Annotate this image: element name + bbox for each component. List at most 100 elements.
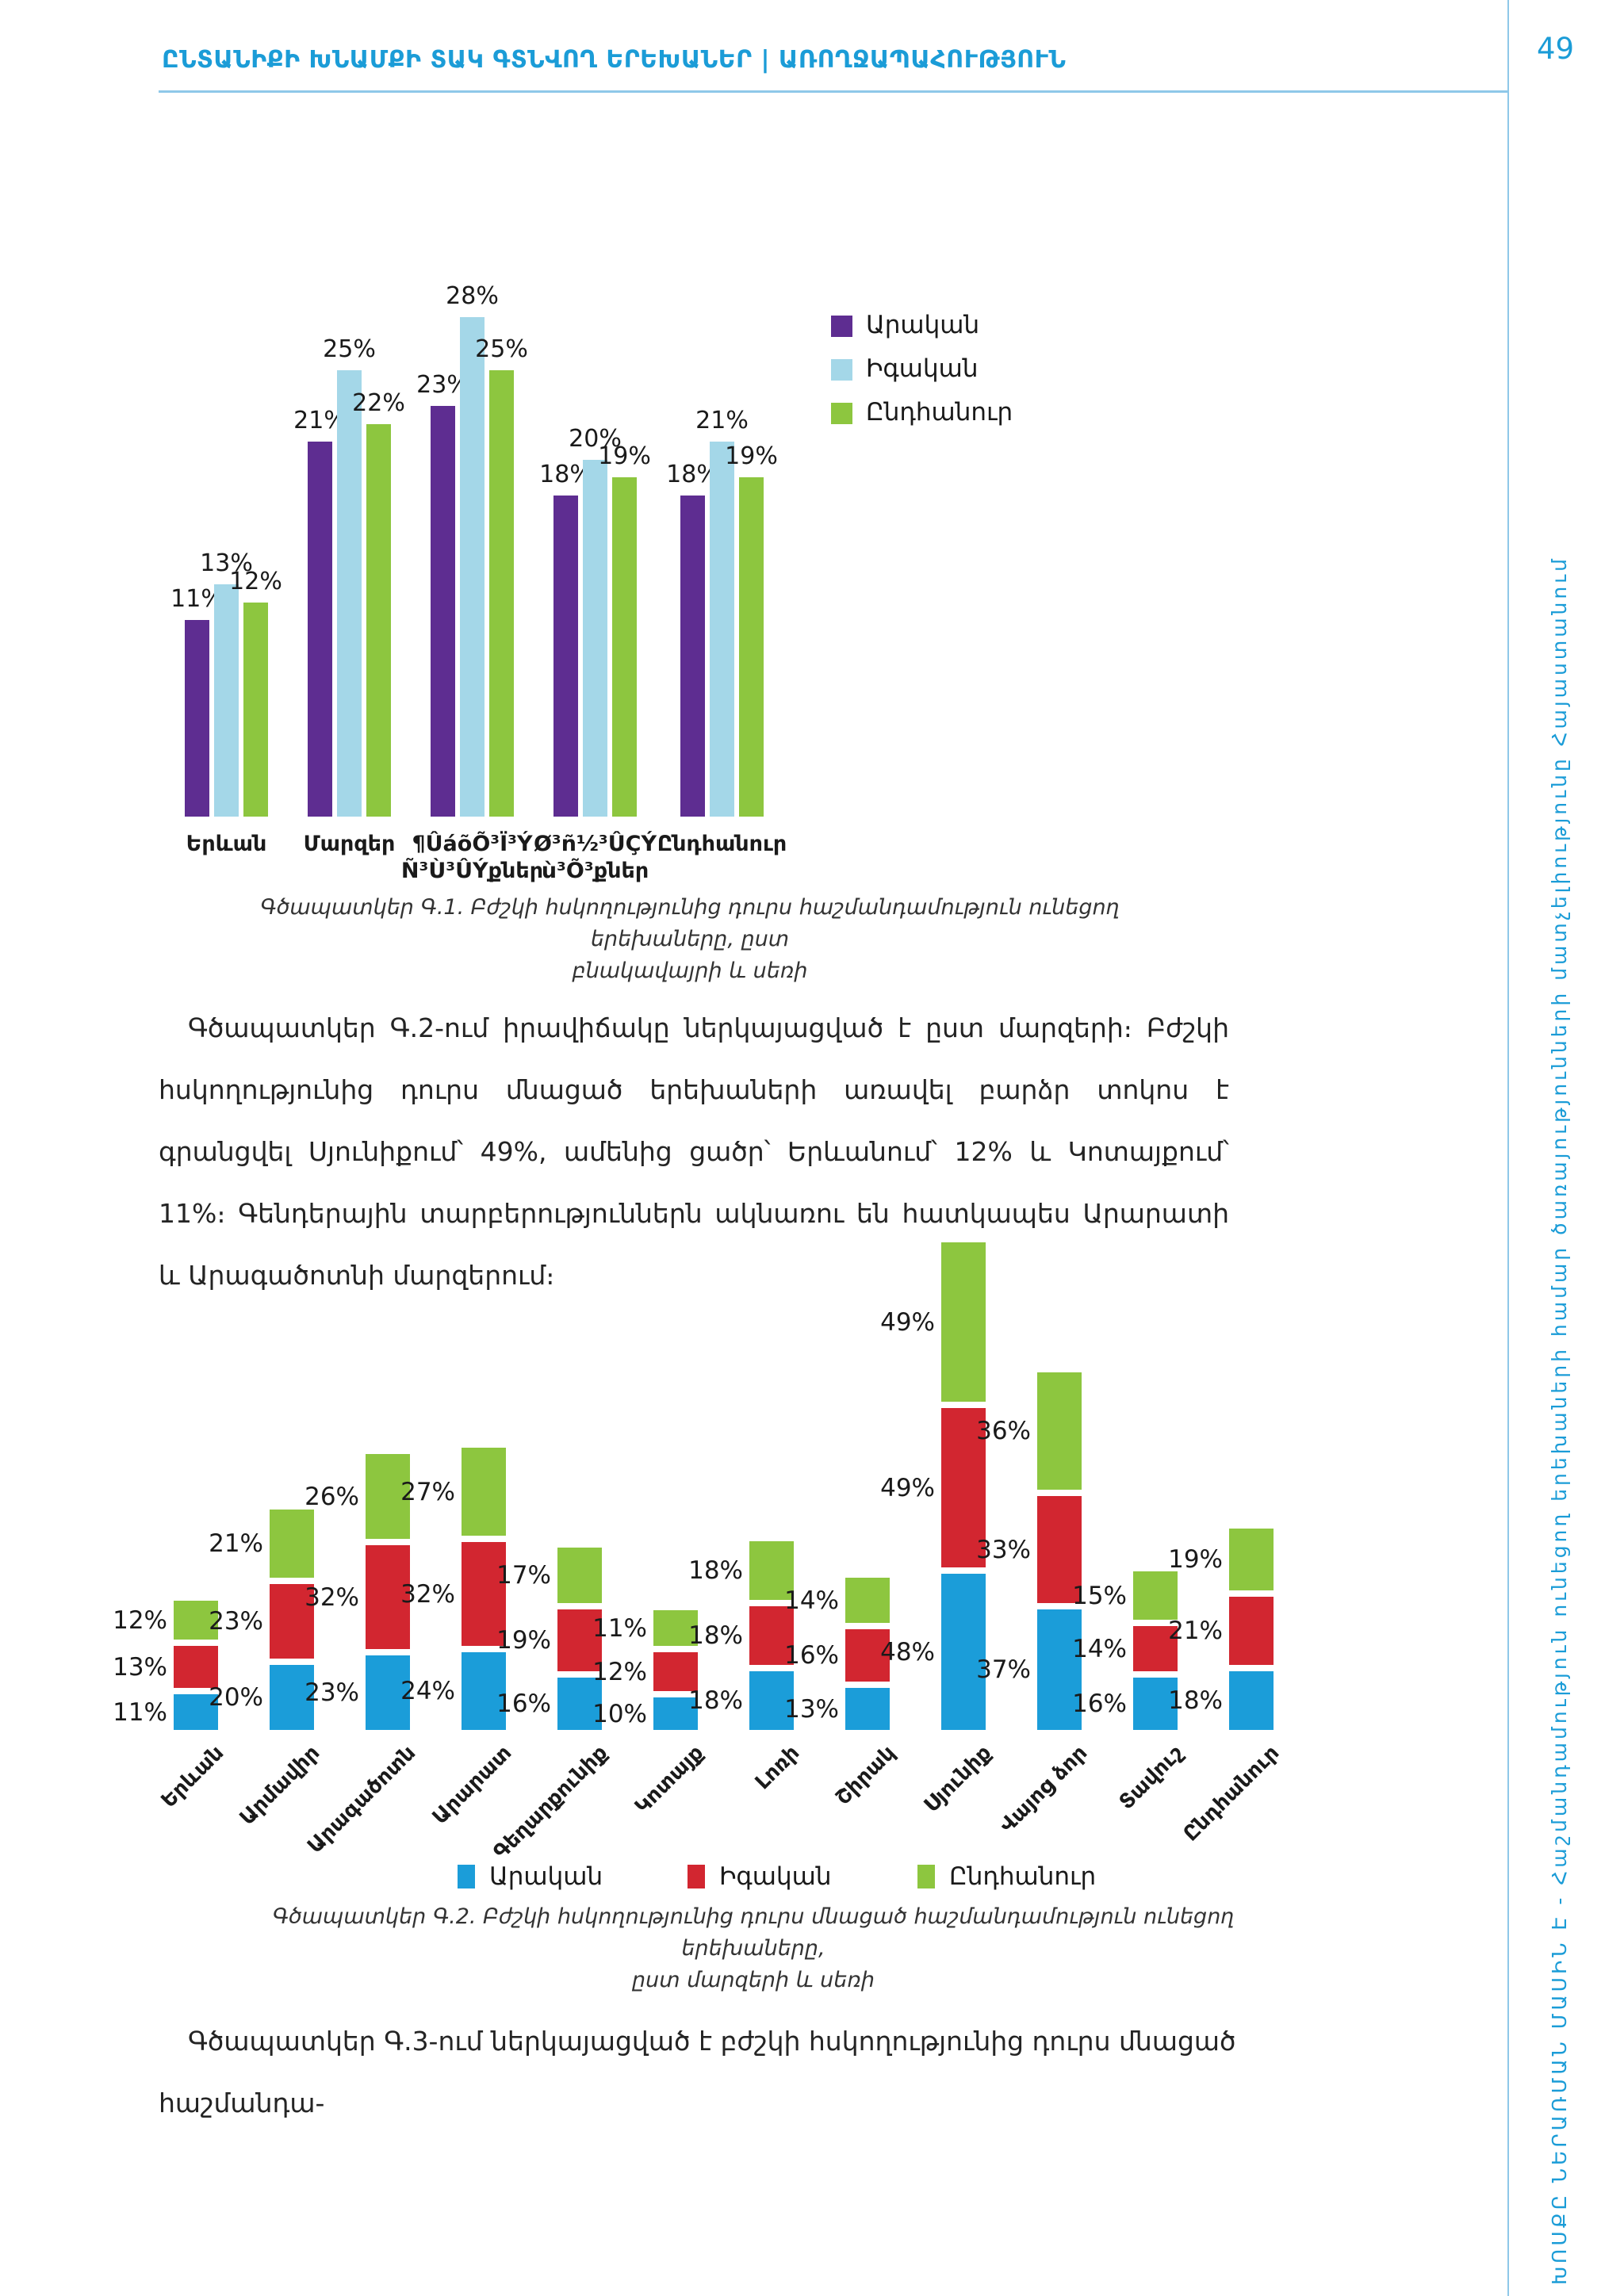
segment-value-label: 19% [496,1626,551,1655]
legend-swatch-Արական [831,316,852,337]
segment-Ընդհանուր-3 [366,1454,410,1539]
segment-value-label: 49% [880,1474,935,1502]
page-edge-title: ԽՈՍՔԸ ՆԵՐԱՌՄԱՆ ՄԱՍԻՆ Է - Հաշմանդամությու… [1548,556,1571,2285]
legend-swatch-Ընդհանուր [917,1865,935,1888]
segment-Արական-10 [1037,1609,1082,1730]
segment-Ընդհանուր-5 [557,1548,602,1603]
segment-Ընդհանուր-6 [653,1610,698,1646]
segment-Արական-12 [1229,1671,1274,1730]
segment-value-label: 15% [1072,1582,1127,1610]
x-axis-label: Երևան [186,832,267,856]
segment-value-label: 48% [880,1638,935,1667]
x-axis-label: Ø³ñ½³ÛÇÝ ù³Õ³քներ [533,832,657,883]
bar-Արական-3 [431,406,455,817]
x-axis-label: Մարզեր [303,832,396,856]
segment-Ընդհանուր-8 [845,1578,890,1623]
segment-Արական-1 [174,1694,218,1730]
segment-value-label: 26% [304,1483,359,1511]
segment-Իգական-10 [1037,1496,1082,1603]
segment-Արական-11 [1133,1678,1178,1730]
segment-Արական-9 [941,1574,986,1730]
segment-Արական-6 [653,1697,698,1730]
segment-value-label: 32% [400,1580,455,1609]
segment-Իգական-11 [1133,1626,1178,1671]
legend-label-Իգական: Իգական [866,354,979,383]
segment-Իգական-3 [366,1545,410,1649]
segment-value-label: 14% [1072,1635,1127,1663]
segment-Արական-5 [557,1678,602,1730]
body-paragraph-2: Գծապատկեր Գ.3-ում ներկայացված է բժշկի հս… [159,2026,1236,2118]
page-header: ԸՆՏԱՆԻՔԻ ԽՆԱՄՔԻ ՏԱԿ ԳՏՆՎՈՂ ԵՐԵԽԱՆԵՐ | ԱՌ… [162,46,1067,74]
body-paragraph-1: Գծապատկեր Գ.2-ում իրավիճակը ներկայացված … [159,1012,1229,1291]
segment-Ընդհանուր-2 [270,1510,314,1578]
segment-value-label: 12% [113,1606,167,1635]
x-axis-label: ¶ÛáõÕ³Ï³Ý Ñ³Ù³ÛÝքներ [400,832,544,883]
segment-Իգական-4 [462,1542,506,1646]
header-divider [159,90,1508,93]
segment-value-label: 12% [592,1658,647,1686]
segment-value-label: 23% [304,1678,359,1707]
segment-Իգական-9 [941,1408,986,1567]
bar-Իգական-5 [710,442,734,817]
segment-Ընդհանուր-11 [1133,1571,1178,1620]
segment-Արական-4 [462,1652,506,1730]
bar-value-label: 13% [200,549,253,577]
bar-value-label: 22% [352,389,405,417]
segment-Արական-7 [749,1671,794,1730]
bar-value-label: 12% [229,568,282,595]
segment-value-label: 37% [976,1655,1031,1684]
segment-Ընդհանուր-9 [941,1242,986,1402]
right-edge-divider [1507,0,1509,2296]
segment-Արական-8 [845,1688,890,1730]
bar-Արական-5 [680,496,705,817]
segment-value-label: 20% [209,1683,263,1712]
bar-value-label: 20% [569,425,622,453]
legend-label-Ընդհանուր: Ընդհանուր [949,1862,1097,1891]
segment-value-label: 17% [496,1561,551,1590]
segment-Ընդհանուր-7 [749,1541,794,1600]
bar-value-label: 28% [446,282,499,310]
bar-Իգական-3 [460,317,485,817]
segment-Իգական-7 [749,1606,794,1665]
bar-Իգական-1 [214,584,239,817]
segment-value-label: 21% [1168,1617,1223,1645]
chart-2-caption: Գծապատկեր Գ.2. Բժշկի հսկողությունից դուր… [272,1904,1235,1992]
segment-Ընդհանուր-4 [462,1448,506,1536]
segment-Արական-2 [270,1665,314,1730]
bar-Արական-1 [185,620,209,817]
segment-value-label: 32% [304,1583,359,1612]
bar-Ընդհանուր-5 [739,477,764,817]
segment-value-label: 16% [1072,1689,1127,1718]
segment-value-label: 24% [400,1677,455,1705]
segment-value-label: 21% [209,1529,263,1558]
legend-swatch-Արական [458,1865,475,1888]
legend-label-Ընդհանուր: Ընդհանուր [866,398,1013,427]
segment-value-label: 13% [784,1695,839,1724]
segment-value-label: 27% [400,1478,455,1506]
segment-Ընդհանուր-1 [174,1601,218,1640]
segment-value-label: 16% [784,1641,839,1670]
bar-Արական-2 [308,442,332,817]
bar-Ընդհանուր-1 [243,603,268,817]
bar-value-label: 25% [323,335,376,363]
segment-Իգական-6 [653,1652,698,1691]
segment-value-label: 10% [592,1700,647,1728]
bar-Արական-4 [553,496,578,817]
bar-value-label: 21% [695,407,749,434]
bar-Իգական-2 [337,370,362,817]
segment-Իգական-2 [270,1584,314,1659]
legend-swatch-Իգական [688,1865,705,1888]
bar-value-label: 25% [475,335,528,363]
segment-Իգական-8 [845,1629,890,1682]
page-number: 49 [1537,32,1575,66]
segment-Ընդհանուր-10 [1037,1372,1082,1490]
segment-value-label: 36% [976,1417,1031,1445]
segment-Իգական-1 [174,1646,218,1688]
segment-value-label: 16% [496,1689,551,1718]
segment-value-label: 11% [113,1698,167,1727]
segment-value-label: 23% [209,1607,263,1636]
segment-value-label: 18% [688,1556,743,1585]
chart-1-caption: Գծապատկեր Գ.1. Բժշկի հսկողությունից դուր… [260,895,1120,983]
x-axis-label: Ընդհանուր [657,832,787,856]
bar-Ընդհանուր-2 [366,424,391,817]
